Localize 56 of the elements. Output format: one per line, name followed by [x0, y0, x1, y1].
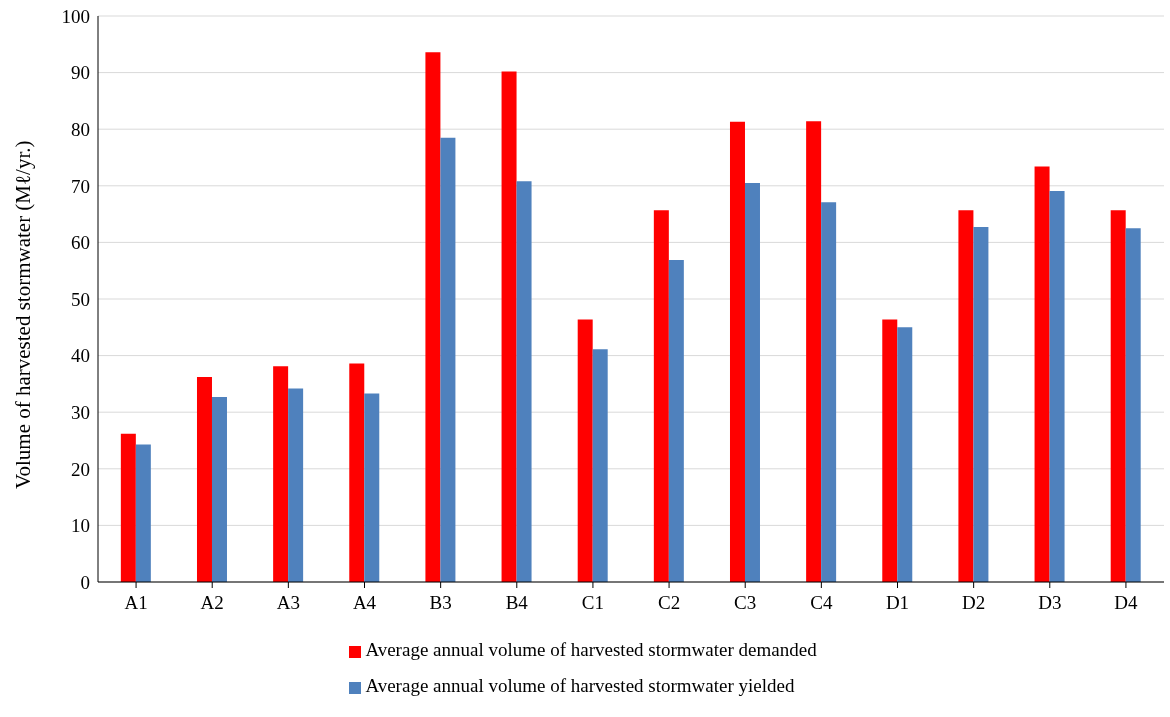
bar	[653, 210, 669, 582]
bar	[592, 349, 608, 582]
bar	[577, 319, 593, 582]
x-tick-label: A1	[124, 592, 148, 614]
y-tick-label: 10	[71, 515, 90, 537]
bar	[120, 433, 136, 582]
bar	[196, 377, 212, 582]
x-tick-label: A2	[200, 592, 224, 614]
x-tick-label: A4	[352, 592, 377, 614]
bar	[882, 319, 898, 582]
bar	[1049, 190, 1065, 582]
bar	[440, 137, 456, 582]
bar	[364, 393, 380, 582]
x-tick-label: D2	[962, 592, 986, 614]
bar	[516, 181, 532, 582]
x-tick-label: B3	[429, 592, 452, 614]
y-tick-label: 50	[71, 288, 90, 310]
y-tick-label: 20	[71, 458, 90, 480]
bar	[288, 388, 304, 582]
legend-label: Average annual volume of harvested stormwater demanded	[365, 639, 817, 660]
bar	[135, 444, 151, 582]
bar	[1125, 228, 1141, 582]
bar	[211, 396, 227, 582]
bar	[973, 227, 989, 582]
bar	[273, 366, 289, 582]
y-tick-label: 70	[71, 175, 90, 197]
x-tick-label: D4	[1114, 592, 1139, 614]
x-tick-label: C3	[734, 592, 757, 614]
bar	[897, 327, 913, 582]
x-tick-label: D3	[1038, 592, 1062, 614]
bar	[1110, 210, 1126, 582]
y-tick-label: 80	[71, 118, 90, 140]
x-tick-label: A3	[276, 592, 300, 614]
bar	[806, 121, 822, 582]
bar	[425, 52, 441, 582]
y-tick-label: 90	[71, 62, 90, 84]
bar	[744, 182, 760, 582]
bar	[349, 363, 365, 582]
bar	[668, 259, 684, 582]
x-tick-label: B4	[505, 592, 529, 614]
y-tick-label: 30	[71, 401, 90, 423]
y-tick-label: 0	[80, 571, 90, 593]
x-tick-label: C1	[581, 592, 605, 614]
y-tick-label: 100	[61, 5, 90, 27]
x-tick-label: D1	[885, 592, 910, 614]
legend-label: Average annual volume of harvested stormwater yielded	[365, 675, 795, 696]
bar	[729, 121, 745, 582]
y-axis-title: Volume of harvested stormwater (Mℓ/yr.)	[11, 140, 36, 489]
x-tick-label: C2	[657, 592, 681, 614]
bar	[821, 202, 837, 582]
bar	[1034, 166, 1050, 582]
y-tick-label: 40	[71, 345, 90, 367]
bar	[501, 71, 517, 582]
y-tick-label: 60	[71, 232, 90, 254]
x-tick-label: C4	[810, 592, 833, 614]
bar	[958, 210, 974, 582]
